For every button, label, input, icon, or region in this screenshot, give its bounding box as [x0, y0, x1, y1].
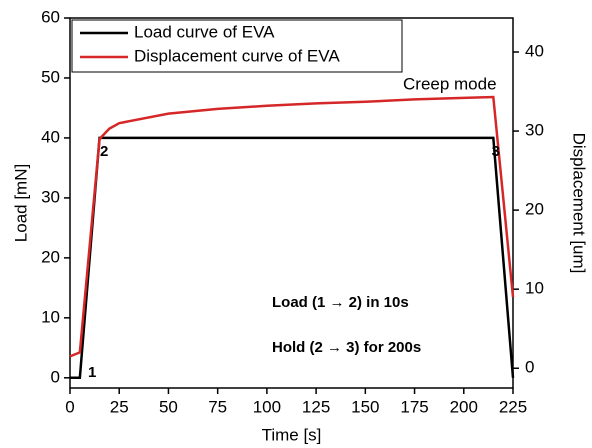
y-tick-label: 60 — [41, 7, 60, 26]
y2-tick-label: 10 — [525, 279, 544, 298]
y-tick-label: 50 — [41, 67, 60, 86]
y-tick-label: 0 — [51, 367, 60, 386]
legend-label: Load curve of EVA — [134, 22, 275, 41]
annotation: 2 — [100, 143, 108, 160]
x-axis-label: Time [s] — [262, 425, 322, 444]
annotation: Load (1 → 2) in 10s — [272, 294, 409, 311]
y-tick-label: 20 — [41, 247, 60, 266]
annotation: 3 — [492, 143, 500, 160]
y2-tick-label: 30 — [525, 121, 544, 140]
x-tick-label: 150 — [351, 397, 379, 416]
y-axis-label: Load [mN] — [11, 164, 30, 242]
x-tick-label: 75 — [208, 397, 227, 416]
legend-box — [71, 19, 403, 73]
annotation: Creep mode — [403, 74, 497, 93]
legend-label: Displacement curve of EVA — [134, 46, 340, 65]
x-tick-label: 25 — [110, 397, 129, 416]
plot-frame — [69, 17, 514, 389]
x-tick-label: 225 — [499, 397, 527, 416]
x-tick-label: 175 — [400, 397, 428, 416]
x-tick-label: 50 — [159, 397, 178, 416]
x-tick-label: 125 — [302, 397, 330, 416]
y2-tick-label: 20 — [525, 200, 544, 219]
data-line — [69, 95, 515, 358]
y2-tick-label: 0 — [525, 358, 534, 377]
annotation: Hold (2 → 3) for 200s — [272, 339, 421, 356]
y-tick-label: 30 — [41, 187, 60, 206]
annotation: 1 — [88, 364, 96, 381]
y2-axis-label: Displacement [um] — [570, 133, 589, 274]
y2-tick-label: 40 — [525, 41, 544, 60]
y-tick-label: 10 — [41, 307, 60, 326]
y-tick-label: 40 — [41, 127, 60, 146]
x-tick-label: 100 — [253, 397, 281, 416]
x-tick-label: 0 — [65, 397, 74, 416]
x-tick-label: 200 — [450, 397, 478, 416]
